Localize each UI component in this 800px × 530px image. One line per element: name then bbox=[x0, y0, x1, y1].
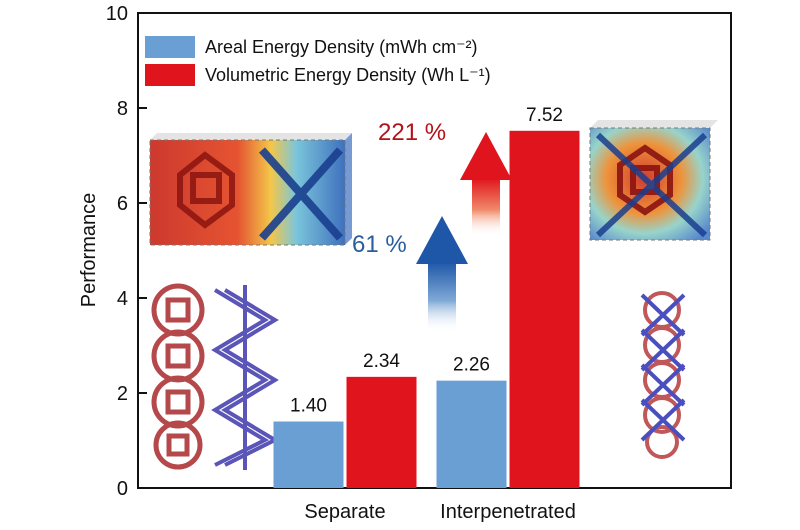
y-tick-label: 8 bbox=[117, 98, 128, 120]
data-label: 7.52 bbox=[526, 105, 563, 126]
bar-volumetric-interpenetrated bbox=[509, 130, 580, 489]
bar-areal-separate bbox=[273, 421, 344, 488]
y-axis-title: Performance bbox=[78, 193, 100, 308]
legend: Areal Energy Density (mWh cm⁻²) Volumetr… bbox=[145, 36, 491, 86]
data-labels-layer: 1.40 2.34 2.26 7.52 bbox=[290, 105, 563, 417]
right-lattice-box-image bbox=[589, 120, 718, 241]
data-label: 2.26 bbox=[453, 355, 490, 376]
x-tick-label: Separate bbox=[304, 501, 385, 523]
bar-volumetric-separate bbox=[346, 376, 417, 488]
legend-label-areal: Areal Energy Density (mWh cm⁻²) bbox=[205, 37, 478, 57]
y-tick-label: 10 bbox=[106, 3, 128, 25]
bars-layer bbox=[273, 130, 580, 489]
plot-frame bbox=[137, 12, 732, 489]
y-tick-label: 2 bbox=[117, 383, 128, 405]
left-lattice-box-image bbox=[149, 133, 352, 246]
x-axis: Separate Interpenetrated bbox=[304, 501, 575, 523]
legend-swatch-volumetric bbox=[145, 64, 195, 86]
y-axis: 0 2 4 6 8 10 bbox=[106, 3, 147, 500]
left-blue-lattice-image bbox=[211, 285, 280, 470]
annotation-61-percent: 61 % bbox=[352, 231, 407, 258]
x-tick-label: Interpenetrated bbox=[440, 501, 576, 523]
legend-label-volumetric: Volumetric Energy Density (Wh L⁻¹) bbox=[205, 65, 491, 85]
data-label: 1.40 bbox=[290, 396, 327, 417]
left-red-lattice-image bbox=[151, 283, 205, 470]
right-interpenetrated-lattice-image bbox=[640, 291, 686, 459]
y-tick-label: 4 bbox=[117, 288, 128, 310]
y-tick-label: 6 bbox=[117, 193, 128, 215]
blue-growth-arrow bbox=[416, 216, 468, 332]
red-growth-arrow bbox=[460, 132, 512, 236]
annotation-221-percent: 221 % bbox=[378, 119, 446, 146]
data-label: 2.34 bbox=[363, 351, 400, 372]
legend-swatch-areal bbox=[145, 36, 195, 58]
y-tick-label: 0 bbox=[117, 478, 128, 500]
bar-areal-interpenetrated bbox=[436, 380, 507, 488]
